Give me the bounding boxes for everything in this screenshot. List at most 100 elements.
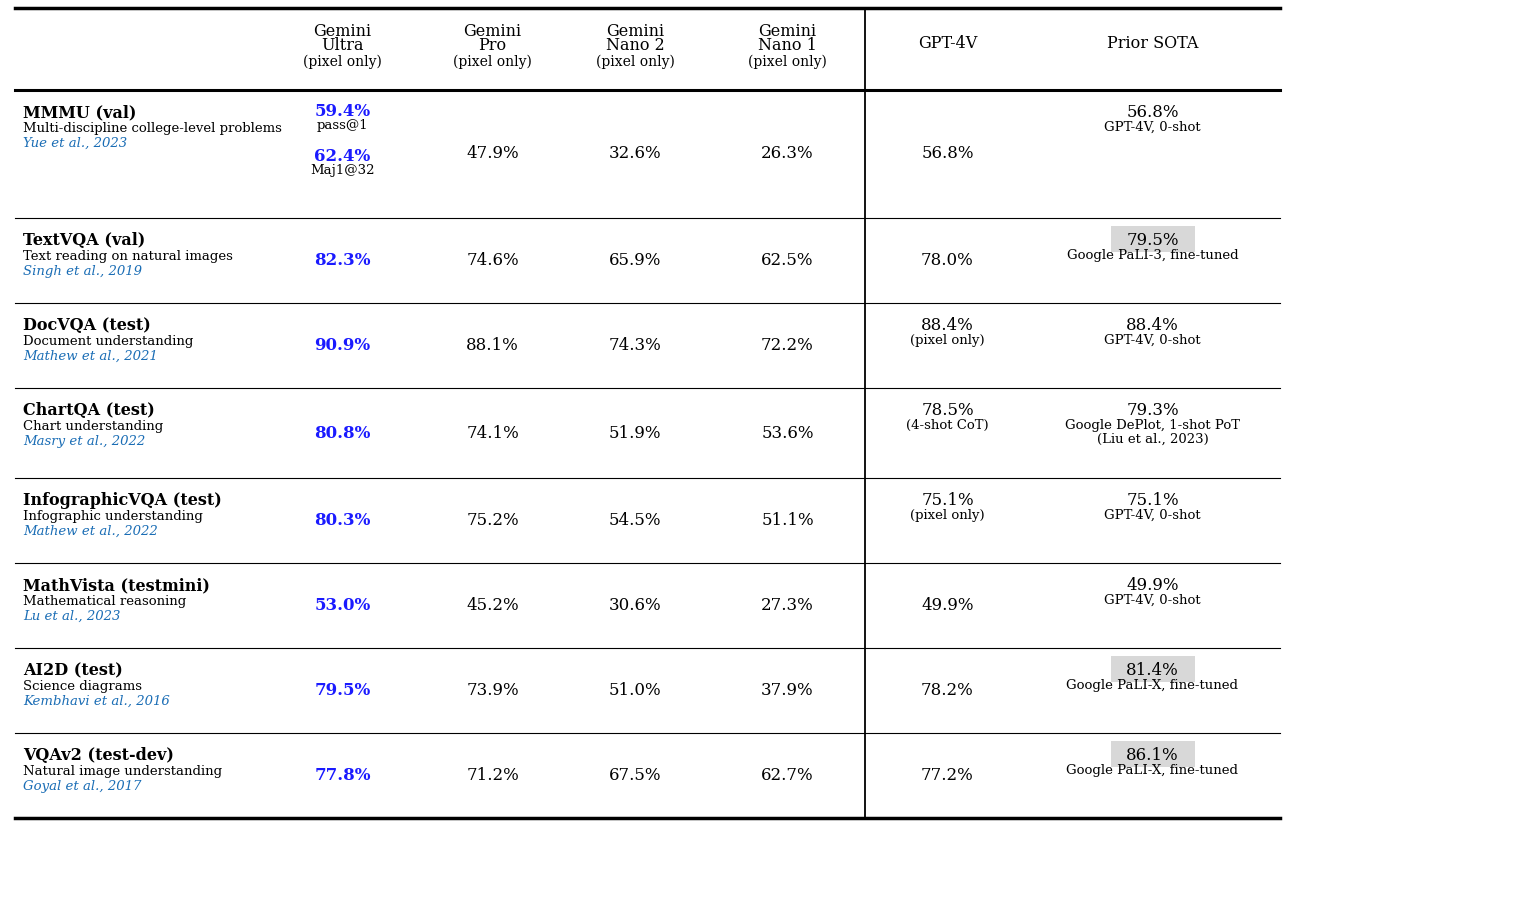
Text: Gemini: Gemini <box>464 22 521 40</box>
Text: GPT-4V, 0-shot: GPT-4V, 0-shot <box>1104 509 1201 522</box>
FancyBboxPatch shape <box>1111 656 1195 682</box>
Text: VQAv2 (test-dev): VQAv2 (test-dev) <box>23 747 173 764</box>
Text: 51.9%: 51.9% <box>608 425 661 442</box>
Text: 56.8%: 56.8% <box>921 146 974 163</box>
Text: 79.3%: 79.3% <box>1126 402 1180 419</box>
Text: 75.2%: 75.2% <box>467 512 518 529</box>
Text: Kembhavi et al., 2016: Kembhavi et al., 2016 <box>23 695 170 708</box>
Text: ChartQA (test): ChartQA (test) <box>23 402 155 419</box>
Text: 75.1%: 75.1% <box>921 492 974 509</box>
Text: 53.6%: 53.6% <box>762 425 813 442</box>
Text: 82.3%: 82.3% <box>315 252 371 269</box>
Text: Gemini: Gemini <box>606 22 664 40</box>
Text: Google PaLI-X, fine-tuned: Google PaLI-X, fine-tuned <box>1067 679 1239 692</box>
Text: AI2D (test): AI2D (test) <box>23 662 123 679</box>
Text: DocVQA (test): DocVQA (test) <box>23 317 150 334</box>
Text: Ultra: Ultra <box>321 37 363 53</box>
Text: 67.5%: 67.5% <box>608 767 661 784</box>
Text: 51.1%: 51.1% <box>762 512 813 529</box>
Text: 75.1%: 75.1% <box>1126 492 1180 509</box>
Text: 74.3%: 74.3% <box>608 337 661 354</box>
Text: Yue et al., 2023: Yue et al., 2023 <box>23 137 128 150</box>
Text: Mathew et al., 2022: Mathew et al., 2022 <box>23 525 158 538</box>
Text: 79.5%: 79.5% <box>315 682 371 699</box>
Text: 71.2%: 71.2% <box>467 767 518 784</box>
Text: 73.9%: 73.9% <box>467 682 518 699</box>
Text: 62.5%: 62.5% <box>762 252 813 269</box>
Text: 80.3%: 80.3% <box>315 512 371 529</box>
Text: (pixel only): (pixel only) <box>596 55 675 69</box>
Text: MMMU (val): MMMU (val) <box>23 104 137 121</box>
Text: Nano 2: Nano 2 <box>605 37 664 53</box>
Text: 78.5%: 78.5% <box>921 402 974 419</box>
Text: 62.7%: 62.7% <box>762 767 813 784</box>
Text: 77.8%: 77.8% <box>315 767 371 784</box>
Text: Singh et al., 2019: Singh et al., 2019 <box>23 265 141 278</box>
Text: Gemini: Gemini <box>758 22 816 40</box>
FancyBboxPatch shape <box>1111 741 1195 767</box>
Text: Prior SOTA: Prior SOTA <box>1107 35 1198 52</box>
Text: InfographicVQA (test): InfographicVQA (test) <box>23 492 222 509</box>
Text: 72.2%: 72.2% <box>762 337 813 354</box>
Text: 51.0%: 51.0% <box>608 682 661 699</box>
Text: 79.5%: 79.5% <box>1126 232 1178 249</box>
Text: Goyal et al., 2017: Goyal et al., 2017 <box>23 780 141 793</box>
Text: 56.8%: 56.8% <box>1126 104 1178 121</box>
Text: 27.3%: 27.3% <box>762 597 813 614</box>
Text: Mathematical reasoning: Mathematical reasoning <box>23 595 187 608</box>
Text: Google DePlot, 1-shot PoT: Google DePlot, 1-shot PoT <box>1066 419 1240 432</box>
Text: 88.4%: 88.4% <box>921 317 974 334</box>
Text: 77.2%: 77.2% <box>921 767 974 784</box>
Text: 80.8%: 80.8% <box>315 425 371 442</box>
Text: GPT-4V: GPT-4V <box>918 35 977 52</box>
Text: pass@1: pass@1 <box>316 119 368 132</box>
Text: 74.1%: 74.1% <box>467 425 518 442</box>
Text: Masry et al., 2022: Masry et al., 2022 <box>23 435 146 448</box>
Text: 49.9%: 49.9% <box>921 597 974 614</box>
Text: GPT-4V, 0-shot: GPT-4V, 0-shot <box>1104 594 1201 607</box>
Text: Google PaLI-3, fine-tuned: Google PaLI-3, fine-tuned <box>1067 249 1239 262</box>
Text: (pixel only): (pixel only) <box>748 55 827 69</box>
Text: Pro: Pro <box>479 37 506 53</box>
Text: Infographic understanding: Infographic understanding <box>23 510 202 523</box>
Text: 86.1%: 86.1% <box>1126 747 1180 764</box>
Text: (pixel only): (pixel only) <box>302 55 382 69</box>
Text: (4-shot CoT): (4-shot CoT) <box>906 419 990 432</box>
Text: (pixel only): (pixel only) <box>910 334 985 347</box>
Text: 54.5%: 54.5% <box>608 512 661 529</box>
Text: 59.4%: 59.4% <box>315 103 371 120</box>
Text: GPT-4V, 0-shot: GPT-4V, 0-shot <box>1104 334 1201 347</box>
Text: 53.0%: 53.0% <box>315 597 371 614</box>
Text: GPT-4V, 0-shot: GPT-4V, 0-shot <box>1104 121 1201 134</box>
Text: 74.6%: 74.6% <box>467 252 518 269</box>
Text: Maj1@32: Maj1@32 <box>310 164 375 177</box>
Text: 88.1%: 88.1% <box>467 337 518 354</box>
Text: 32.6%: 32.6% <box>608 146 661 163</box>
Text: 62.4%: 62.4% <box>315 148 371 165</box>
Text: Google PaLI-X, fine-tuned: Google PaLI-X, fine-tuned <box>1067 764 1239 777</box>
Text: Multi-discipline college-level problems: Multi-discipline college-level problems <box>23 122 281 135</box>
Text: TextVQA (val): TextVQA (val) <box>23 232 146 249</box>
Text: Natural image understanding: Natural image understanding <box>23 765 222 778</box>
Text: Lu et al., 2023: Lu et al., 2023 <box>23 610 120 623</box>
Text: Document understanding: Document understanding <box>23 335 193 348</box>
Text: 37.9%: 37.9% <box>762 682 813 699</box>
Text: 45.2%: 45.2% <box>467 597 518 614</box>
Text: Nano 1: Nano 1 <box>758 37 816 53</box>
Text: (Liu et al., 2023): (Liu et al., 2023) <box>1096 433 1208 446</box>
Text: 26.3%: 26.3% <box>762 146 813 163</box>
Text: MathVista (testmini): MathVista (testmini) <box>23 577 210 594</box>
Text: 78.2%: 78.2% <box>921 682 974 699</box>
Text: Chart understanding: Chart understanding <box>23 420 163 433</box>
Text: 81.4%: 81.4% <box>1126 662 1180 679</box>
Text: Science diagrams: Science diagrams <box>23 680 141 693</box>
Text: 30.6%: 30.6% <box>608 597 661 614</box>
Text: 90.9%: 90.9% <box>315 337 371 354</box>
Text: 78.0%: 78.0% <box>921 252 974 269</box>
Text: Gemini: Gemini <box>313 22 371 40</box>
Text: 88.4%: 88.4% <box>1126 317 1180 334</box>
FancyBboxPatch shape <box>1111 226 1195 252</box>
Text: Text reading on natural images: Text reading on natural images <box>23 250 233 263</box>
Text: (pixel only): (pixel only) <box>910 509 985 522</box>
Text: Mathew et al., 2021: Mathew et al., 2021 <box>23 350 158 363</box>
